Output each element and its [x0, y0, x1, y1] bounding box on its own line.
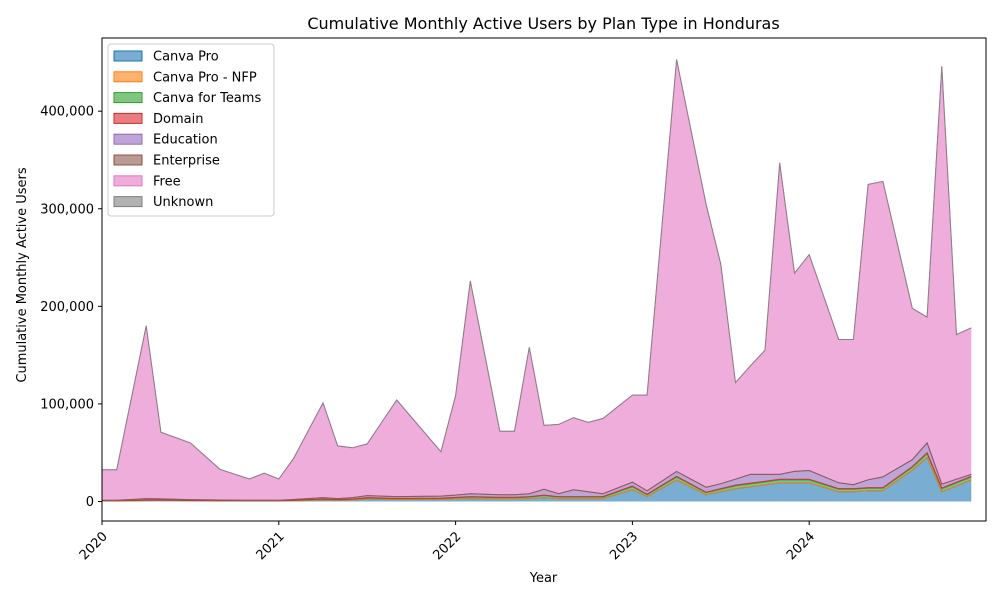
legend-swatch-canva-pro-nfp [113, 71, 143, 83]
chart-title: Cumulative Monthly Active Users by Plan … [307, 14, 779, 33]
y-axis: 0 100,000 200,000 300,000 400,000 [40, 105, 102, 510]
y-tick-label: 300,000 [40, 202, 94, 217]
y-tick-label: 200,000 [40, 300, 94, 315]
legend-label-canva-pro-nfp: Canva Pro - NFP [153, 70, 257, 85]
plot-areas [102, 59, 972, 502]
area-education [102, 442, 972, 501]
legend-swatch-free [113, 175, 143, 187]
line-enterprise [102, 441, 972, 501]
plot-lines [102, 59, 972, 502]
x-tick-label: 2022 [430, 529, 464, 563]
line-unknown [102, 59, 972, 480]
x-tick-label: 2021 [254, 529, 288, 563]
plot-frame [101, 37, 987, 522]
y-tick-label: 0 [86, 495, 94, 510]
legend-label-canva-pro: Canva Pro [153, 50, 219, 65]
legend-box [107, 43, 275, 217]
x-tick-label: 2024 [784, 529, 818, 563]
x-tick-label: 2020 [77, 529, 111, 563]
legend-swatch-education [113, 133, 143, 145]
y-tick-label: 100,000 [40, 397, 94, 412]
legend-label-free: Free [153, 174, 181, 189]
y-tick-label: 400,000 [40, 105, 94, 120]
area-canva-pro [102, 457, 972, 502]
legend-swatch-canva-pro [113, 50, 143, 62]
y-axis-title: Cumulative Monthly Active Users [15, 167, 30, 382]
legend: Canva Pro Canva Pro - NFP Canva for Teams D… [107, 43, 275, 217]
area-free [102, 59, 972, 501]
legend-label-enterprise: Enterprise [153, 154, 220, 169]
legend-label-unknown: Unknown [153, 195, 213, 210]
legend-label-domain: Domain [153, 112, 203, 127]
legend-swatch-unknown [113, 196, 143, 208]
legend-label-canva-for-teams: Canva for Teams [153, 91, 261, 106]
legend-swatch-enterprise [113, 154, 143, 166]
x-tick-label: 2023 [607, 529, 641, 563]
x-axis: 2020 2021 2022 2023 2024 [77, 521, 818, 563]
legend-swatch-canva-for-teams [113, 92, 143, 104]
legend-swatch-domain [113, 112, 143, 124]
legend-label-education: Education [153, 133, 218, 148]
x-axis-title: Year [529, 571, 558, 586]
